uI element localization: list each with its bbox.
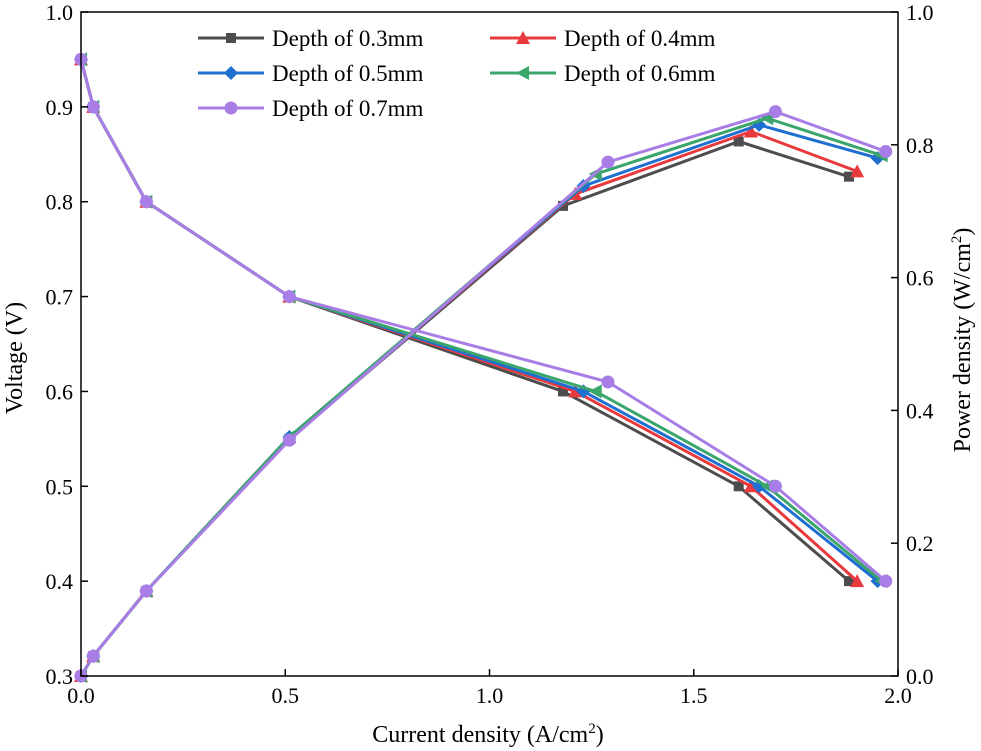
legend-label: Depth of 0.4mm <box>564 26 716 51</box>
y-left-tick-label: 0.9 <box>46 95 74 120</box>
y-right-tick-label: 0.8 <box>906 133 934 158</box>
polarization-point <box>843 576 854 587</box>
y-left-tick-label: 0.6 <box>46 379 74 404</box>
power-point <box>768 105 782 119</box>
power-point <box>139 584 153 598</box>
legend-item-2: Depth of 0.4mm <box>490 26 716 51</box>
series-3 <box>74 52 885 683</box>
polarization-point <box>558 386 569 397</box>
legend-marker <box>226 33 236 43</box>
y-right-tick-label: 0.2 <box>906 531 934 556</box>
legend-marker <box>516 66 529 80</box>
legend-item-5: Depth of 0.7mm <box>198 96 424 121</box>
legend-label: Depth of 0.6mm <box>564 61 716 86</box>
polarization-curve-line <box>79 59 883 583</box>
legend-item-3: Depth of 0.5mm <box>198 61 424 86</box>
y-right-tick-label: 1.0 <box>906 0 934 25</box>
x-tick-label: 1.0 <box>476 683 504 708</box>
x-tick-label: 1.5 <box>680 683 708 708</box>
y-axis-right-title: Power density (W/cm2) <box>949 228 976 453</box>
plot-area <box>74 52 893 683</box>
legend: Depth of 0.3mm Depth of 0.4mm Depth of 0.5… <box>198 26 716 121</box>
polarization-point <box>282 290 296 304</box>
y-left-tick-label: 0.4 <box>46 569 74 594</box>
power-point <box>601 155 615 169</box>
power-point <box>86 649 100 663</box>
y-left-tick-label: 0.8 <box>46 190 74 215</box>
polarization-point <box>850 574 865 588</box>
x-axis-title: Current density (A/cm2) <box>372 721 603 748</box>
power-curve-line <box>79 123 878 677</box>
legend-marker <box>224 101 238 115</box>
x-tick-label: 2.0 <box>884 683 912 708</box>
power-curve-line <box>79 116 883 677</box>
y-left-tick-label: 0.5 <box>46 474 74 499</box>
polarization-point <box>879 574 893 588</box>
y-right-tick-label: 0.4 <box>906 398 934 423</box>
legend-item-4: Depth of 0.6mm <box>490 61 716 86</box>
power-curve-line <box>79 110 887 677</box>
power-curve-line <box>79 130 858 677</box>
polarization-point <box>86 100 100 114</box>
polarization-point <box>601 375 615 389</box>
y-right-tick-label: 0.0 <box>906 664 934 689</box>
legend-item-1: Depth of 0.3mm <box>198 26 424 51</box>
power-point <box>743 124 758 138</box>
series-5 <box>74 52 893 683</box>
series-1 <box>76 54 854 681</box>
axes: 0.0 0.5 1.0 1.5 2.0 0.3 0.4 0.5 0.6 0.7 0.8 0.9 1.0 0… <box>46 0 934 708</box>
series-4 <box>74 52 888 683</box>
legend-marker <box>224 66 238 80</box>
polarization-point <box>733 481 744 492</box>
power-point <box>733 136 744 147</box>
legend-label: Depth of 0.5mm <box>272 61 424 86</box>
x-tick-label: 0.5 <box>272 683 300 708</box>
power-curve-line <box>79 139 850 677</box>
power-point <box>282 433 296 447</box>
polarization-point <box>588 384 602 399</box>
y-left-tick-label: 0.7 <box>46 285 74 310</box>
polarization-point <box>139 195 153 209</box>
polarization-point <box>568 384 583 398</box>
power-point <box>850 164 865 178</box>
legend-marker <box>516 31 530 44</box>
x-tick-label: 0.0 <box>67 683 95 708</box>
series-2 <box>74 52 865 682</box>
legend-label: Depth of 0.7mm <box>272 96 424 121</box>
legend-label: Depth of 0.3mm <box>272 26 424 51</box>
y-right-tick-label: 0.6 <box>906 266 934 291</box>
y-left-tick-label: 1.0 <box>46 0 74 25</box>
power-point <box>879 144 893 158</box>
y-left-tick-label: 0.3 <box>46 664 74 689</box>
polarization-point <box>768 479 782 493</box>
polarization-point <box>743 479 758 493</box>
power-point <box>843 171 854 182</box>
y-axis-left-title: Voltage (V) <box>2 302 28 414</box>
